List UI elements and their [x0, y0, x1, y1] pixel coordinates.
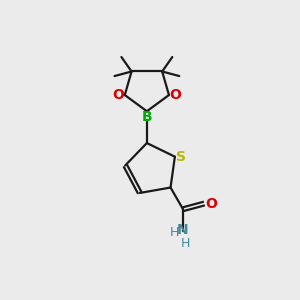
Text: H: H	[169, 226, 179, 239]
Text: H: H	[181, 237, 190, 250]
Text: O: O	[205, 196, 217, 211]
Text: O: O	[112, 88, 124, 102]
Text: S: S	[176, 150, 186, 164]
Text: B: B	[142, 110, 152, 124]
Text: N: N	[177, 223, 189, 237]
Text: O: O	[169, 88, 181, 102]
